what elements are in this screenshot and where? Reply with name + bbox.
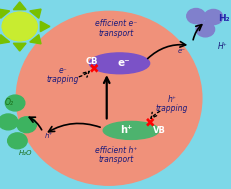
Circle shape — [203, 9, 222, 25]
Circle shape — [186, 9, 204, 24]
Circle shape — [195, 22, 214, 37]
Text: H₂O: H₂O — [19, 150, 32, 156]
Text: transport: transport — [98, 155, 133, 164]
Text: h⁺: h⁺ — [44, 133, 53, 139]
Polygon shape — [0, 35, 10, 44]
Text: h⁺: h⁺ — [120, 125, 132, 135]
Polygon shape — [13, 43, 26, 51]
Text: trapping: trapping — [46, 75, 79, 84]
Ellipse shape — [103, 122, 158, 139]
Text: e⁻: e⁻ — [58, 66, 67, 75]
Ellipse shape — [89, 53, 149, 74]
Text: CB: CB — [86, 57, 98, 67]
Text: ✖: ✖ — [144, 116, 155, 129]
Text: transport: transport — [98, 29, 133, 38]
Polygon shape — [0, 9, 10, 18]
Circle shape — [2, 12, 37, 41]
Text: efficient h⁺: efficient h⁺ — [94, 146, 137, 155]
Text: O₂: O₂ — [5, 98, 14, 107]
Text: e⁻: e⁻ — [117, 58, 130, 68]
Circle shape — [2, 12, 37, 41]
Text: h⁺: h⁺ — [167, 95, 175, 104]
Text: VB: VB — [152, 125, 165, 135]
Polygon shape — [30, 9, 41, 18]
Circle shape — [5, 95, 25, 111]
Circle shape — [0, 114, 18, 130]
Text: efficient e⁻: efficient e⁻ — [94, 19, 137, 28]
Text: e⁻: e⁻ — [177, 48, 185, 54]
Text: trapping: trapping — [155, 104, 187, 113]
Polygon shape — [13, 2, 26, 10]
Polygon shape — [40, 21, 50, 32]
Polygon shape — [30, 35, 41, 44]
Text: H⁺: H⁺ — [217, 42, 227, 51]
Text: H₂: H₂ — [217, 14, 229, 23]
Ellipse shape — [16, 11, 201, 185]
Circle shape — [8, 133, 27, 149]
Text: ✖: ✖ — [89, 63, 100, 75]
Circle shape — [17, 117, 36, 133]
